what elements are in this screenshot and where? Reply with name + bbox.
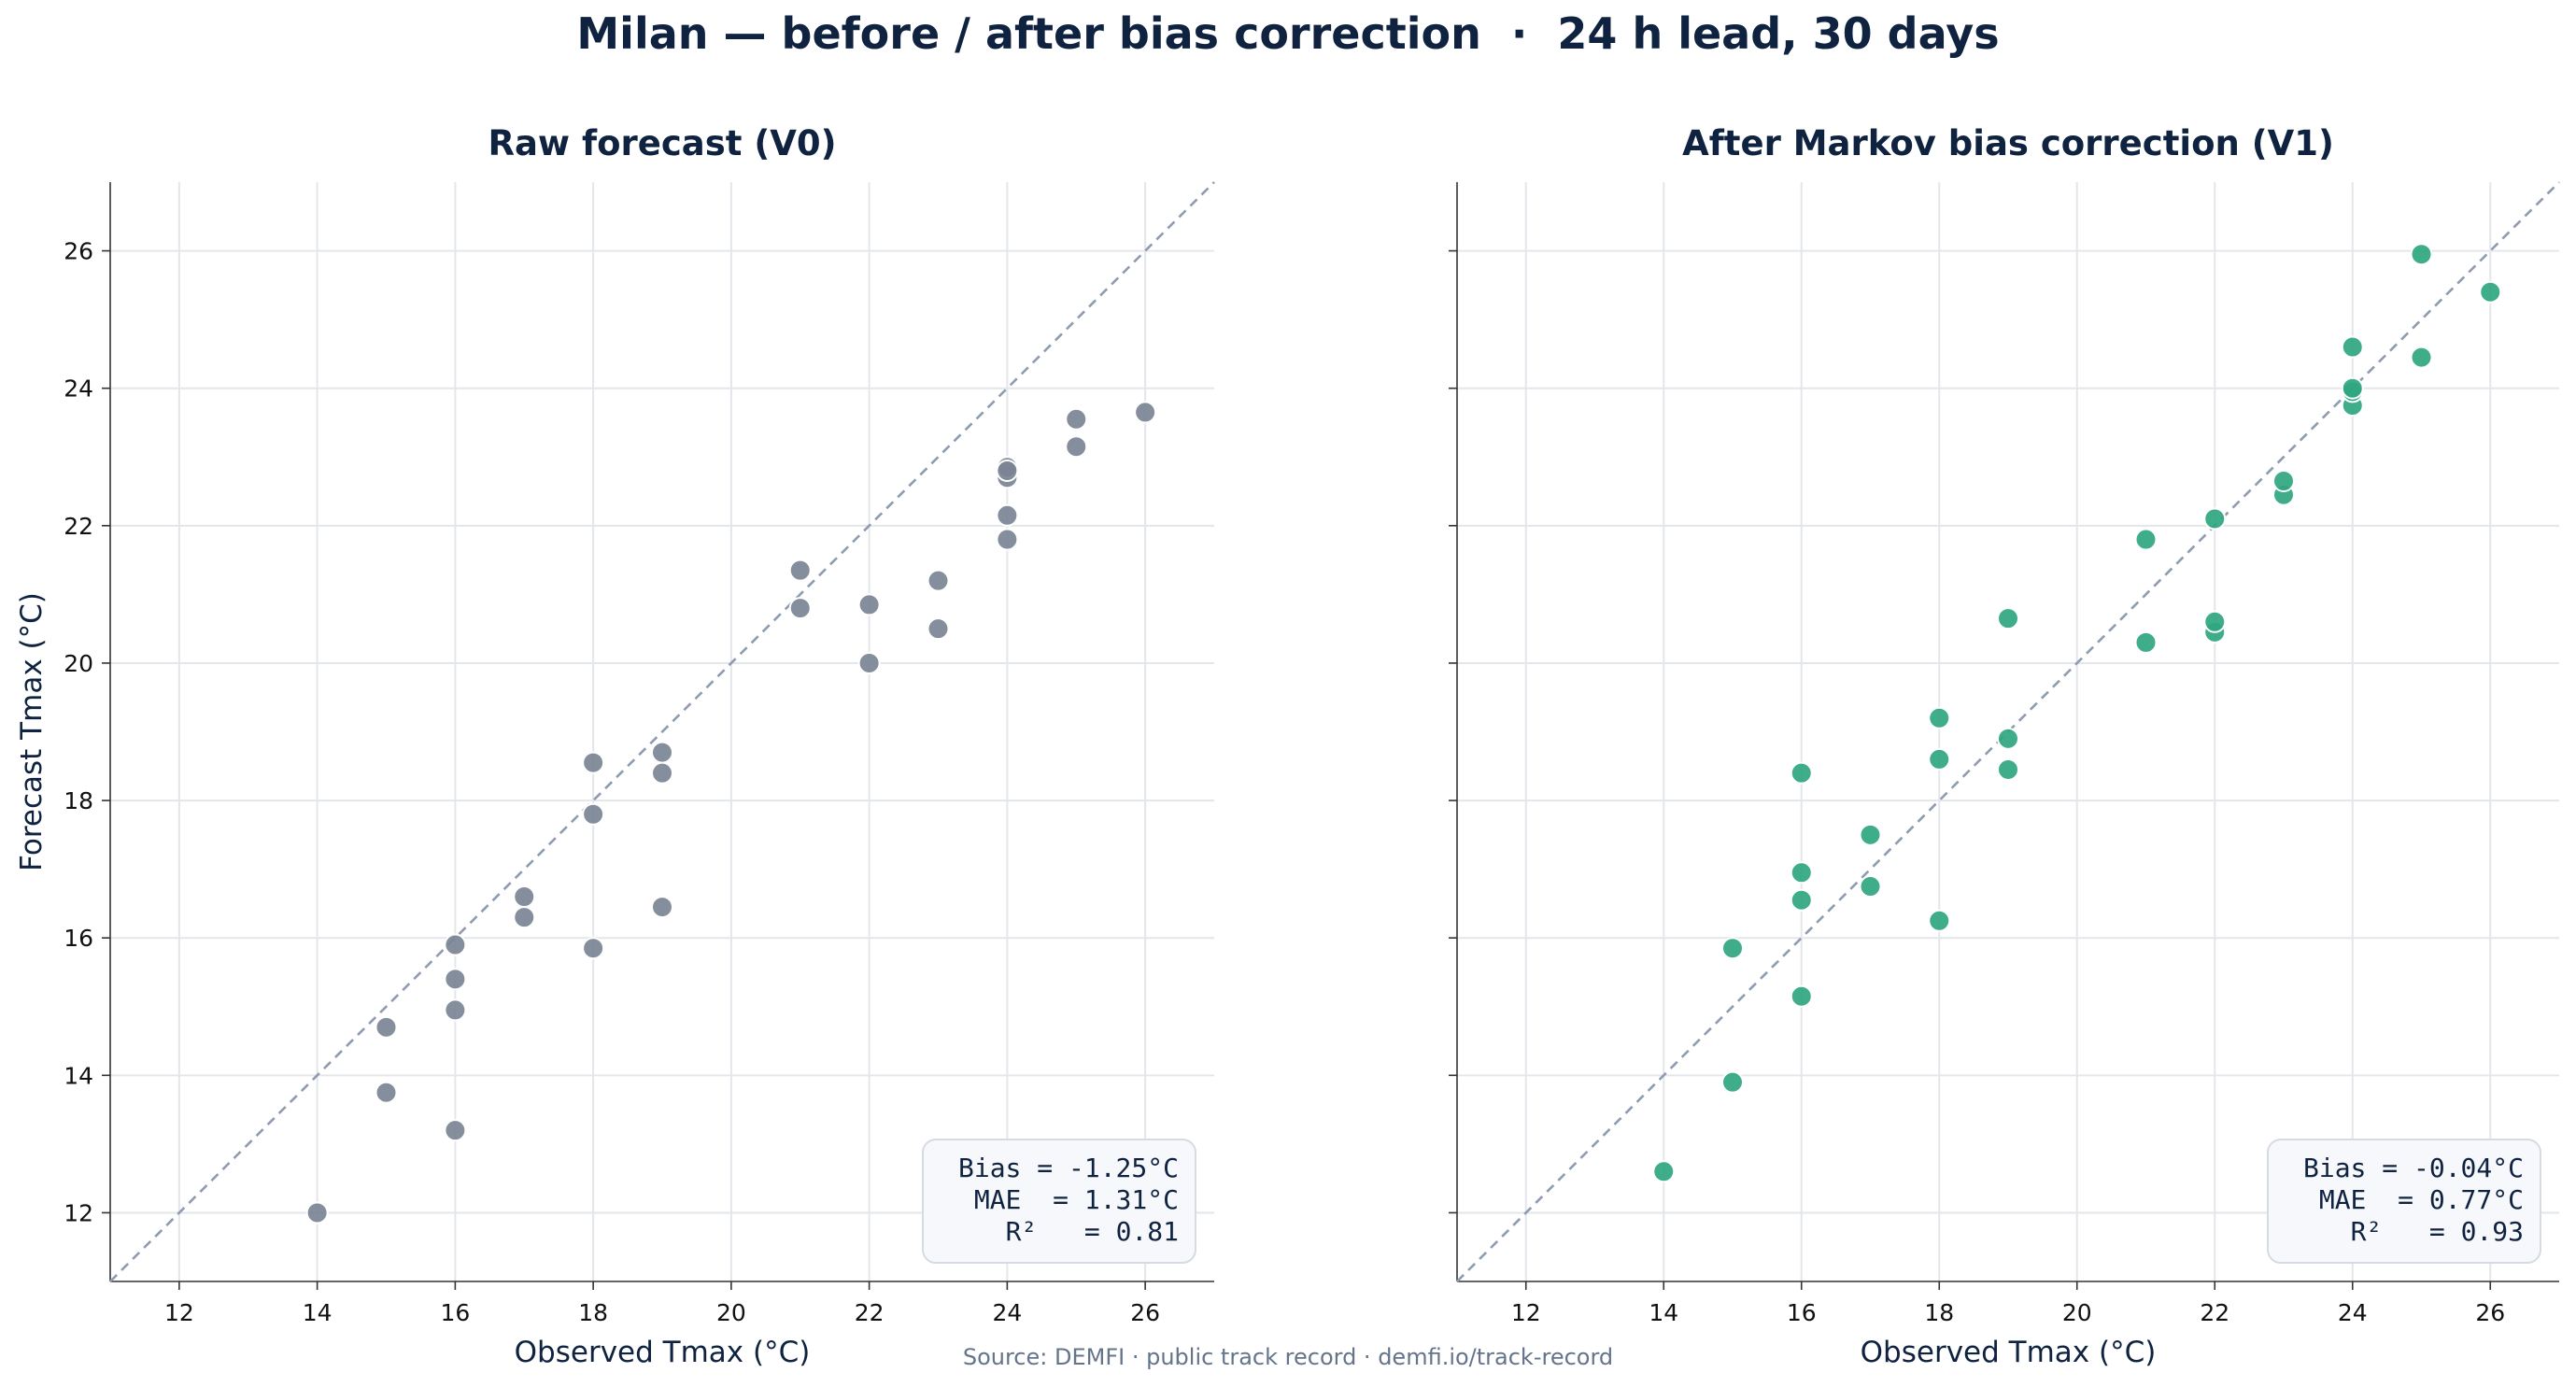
- y-tick-label: 14: [64, 1062, 93, 1089]
- data-point: [996, 503, 1019, 527]
- x-tick-label: 16: [1787, 1299, 1817, 1326]
- data-point: [444, 968, 467, 991]
- x-tick-label: 24: [992, 1299, 1022, 1326]
- panel-title: After Markov bias correction (V1): [1682, 123, 2334, 163]
- data-point: [1997, 757, 2019, 781]
- data-point: [375, 1015, 398, 1039]
- data-point: [513, 885, 536, 909]
- data-point: [1997, 727, 2019, 750]
- x-tick-label: 12: [1511, 1299, 1541, 1326]
- data-point: [1997, 607, 2019, 630]
- data-point: [651, 896, 673, 919]
- data-point: [1928, 706, 1951, 729]
- data-point: [1790, 761, 1813, 785]
- stats-line: R² = 0.93: [2351, 1216, 2524, 1247]
- data-point: [651, 761, 673, 785]
- data-point: [1790, 888, 1813, 912]
- x-tick-label: 22: [855, 1299, 885, 1326]
- data-point: [1859, 823, 1882, 846]
- figure-title: Milan — before / after bias correction ·…: [576, 8, 1999, 59]
- data-point: [1790, 984, 1813, 1008]
- data-point: [2203, 610, 2227, 633]
- data-point: [1134, 401, 1157, 424]
- data-point: [582, 751, 605, 774]
- data-point: [2479, 280, 2502, 304]
- panel-bias-corrected: 12 14 16 18 20 22 24 26 After Markov bias correc…: [1449, 123, 2560, 1369]
- data-point: [651, 741, 673, 764]
- x-tick-label: 14: [303, 1299, 333, 1326]
- x-tick-label: 24: [2338, 1299, 2368, 1326]
- data-point: [582, 937, 605, 960]
- data-point: [2341, 376, 2364, 400]
- data-point: [1065, 407, 1088, 431]
- stats-line: Bias = -1.25°C: [958, 1153, 1179, 1183]
- x-tick-label: 16: [440, 1299, 470, 1326]
- data-point: [2410, 243, 2433, 266]
- data-point: [857, 651, 881, 674]
- data-point: [1928, 747, 1951, 771]
- panel-raw-forecast: 12 14 16 18 20 22 24 26 12 14 16 18 20 22 24 26 Raw fore…: [15, 123, 1215, 1369]
- data-point: [2341, 335, 2364, 359]
- stats-line: R² = 0.81: [1006, 1216, 1179, 1247]
- data-point: [444, 998, 467, 1022]
- stats-line: MAE = 0.77°C: [2319, 1184, 2524, 1215]
- x-tick-label: 18: [1924, 1299, 1954, 1326]
- data-point: [788, 597, 812, 620]
- stats-line: MAE = 1.31°C: [974, 1184, 1179, 1215]
- data-point: [788, 559, 812, 582]
- data-point: [375, 1081, 398, 1104]
- y-tick-label: 12: [64, 1199, 93, 1226]
- x-tick-label: 20: [2062, 1299, 2092, 1326]
- data-point: [1721, 937, 1744, 960]
- x-tick-label: 26: [1130, 1299, 1160, 1326]
- y-tick-label: 20: [64, 650, 93, 677]
- y-tick-label: 22: [64, 513, 93, 540]
- x-axis-label: Observed Tmax (°C): [1861, 1336, 2157, 1369]
- stats-line: Bias = -0.04°C: [2303, 1153, 2524, 1183]
- data-point: [996, 459, 1019, 482]
- stats-box: [2267, 1139, 2541, 1264]
- identity-line: [109, 181, 1215, 1282]
- x-tick-label: 26: [2475, 1299, 2505, 1326]
- data-point: [2410, 346, 2433, 369]
- data-point: [1721, 1070, 1744, 1094]
- data-point: [1652, 1160, 1676, 1183]
- data-point: [857, 593, 881, 616]
- data-point: [582, 802, 605, 826]
- x-axis-label: Observed Tmax (°C): [515, 1336, 811, 1369]
- data-point: [513, 906, 536, 929]
- source-note: Source: DEMFI · public track record · de…: [963, 1344, 1613, 1370]
- data-point: [305, 1201, 329, 1224]
- data-point: [444, 1119, 467, 1142]
- y-axis-label: Forecast Tmax (°C): [15, 592, 49, 871]
- data-point: [996, 528, 1019, 551]
- data-point: [927, 569, 950, 592]
- data-point: [2203, 507, 2227, 531]
- data-point: [1790, 861, 1813, 885]
- data-point: [2272, 469, 2295, 492]
- panel-title: Raw forecast (V0): [488, 123, 836, 163]
- y-tick-label: 26: [64, 238, 93, 265]
- x-tick-label: 14: [1649, 1299, 1678, 1326]
- y-tick-label: 18: [64, 787, 93, 814]
- y-tick-label: 24: [64, 375, 93, 403]
- x-tick-label: 22: [2200, 1299, 2229, 1326]
- data-point: [927, 617, 950, 641]
- data-point: [1928, 909, 1951, 932]
- data-point: [1065, 435, 1088, 459]
- y-tick-label: 16: [64, 925, 93, 952]
- x-tick-label: 20: [716, 1299, 746, 1326]
- data-point: [444, 933, 467, 956]
- x-tick-label: 18: [578, 1299, 608, 1326]
- data-point: [2134, 528, 2158, 551]
- x-tick-label: 12: [164, 1299, 194, 1326]
- data-point: [2134, 630, 2158, 654]
- data-point: [1859, 875, 1882, 899]
- stats-box: [922, 1139, 1196, 1264]
